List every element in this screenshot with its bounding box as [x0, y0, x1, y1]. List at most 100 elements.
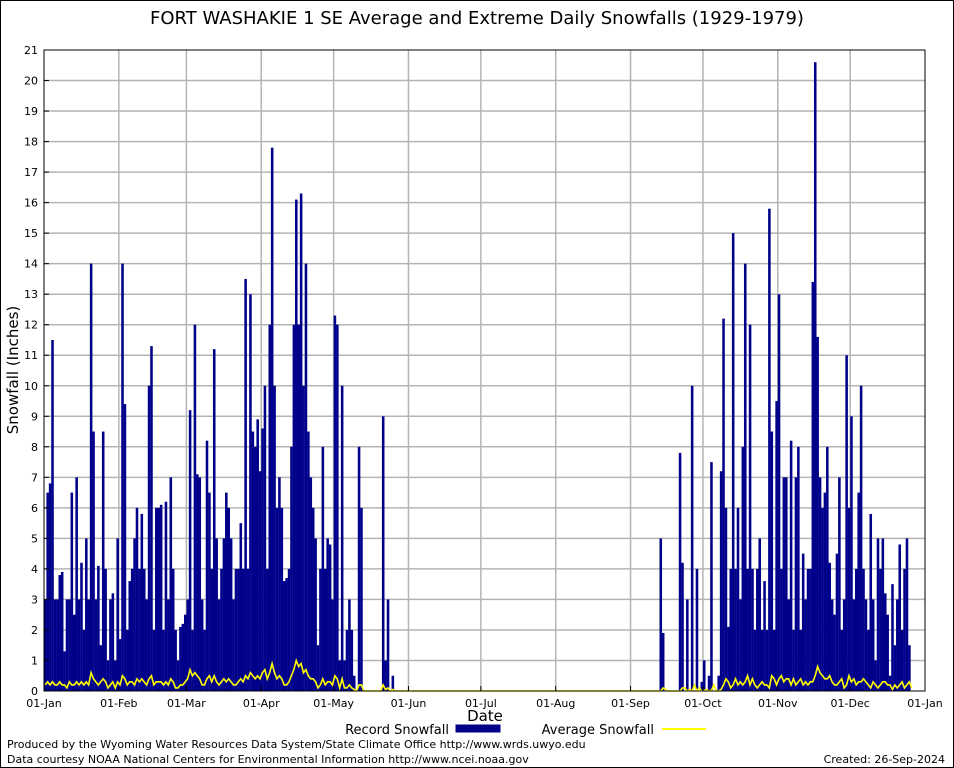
- record-bar: [75, 477, 78, 691]
- record-bar: [133, 538, 136, 691]
- record-bar: [809, 568, 812, 691]
- y-tick-label: 0: [31, 685, 38, 698]
- record-bar: [280, 507, 284, 691]
- record-bar: [266, 568, 269, 691]
- record-bar: [285, 578, 288, 691]
- plot-border: [43, 49, 926, 692]
- record-bar: [169, 477, 173, 691]
- record-bar: [850, 416, 853, 691]
- record-bar: [871, 599, 875, 691]
- record-bar: [82, 629, 86, 691]
- record-bar: [879, 568, 882, 691]
- record-bar: [191, 629, 194, 691]
- record-bar: [381, 416, 385, 691]
- record-bar: [114, 660, 117, 691]
- record-bar: [157, 507, 160, 691]
- record-bar: [794, 477, 798, 691]
- record-bar: [722, 318, 725, 691]
- record-bar: [719, 471, 723, 691]
- y-tick-label: 9: [31, 410, 38, 423]
- y-tick-label: 13: [24, 288, 38, 301]
- y-tick-label: 10: [24, 380, 38, 393]
- x-tick-label: 01-Nov: [758, 697, 798, 710]
- x-tick-label: 01-Aug: [536, 697, 575, 710]
- record-bar: [857, 492, 860, 691]
- record-bar: [386, 599, 390, 691]
- y-tick-label: 12: [24, 319, 38, 332]
- record-bar: [748, 324, 752, 691]
- record-bar: [56, 599, 59, 691]
- x-tick-label: 01-Mar: [167, 697, 206, 710]
- record-bar: [840, 629, 844, 691]
- footer-data-courtesy: Data courtesy NOAA National Centers for …: [7, 753, 529, 766]
- record-bar: [145, 599, 148, 691]
- record-bar: [352, 675, 356, 691]
- record-bar: [63, 651, 66, 691]
- record-bar: [864, 599, 868, 691]
- legend: Record Snowfall Average Snowfall: [345, 723, 706, 738]
- record-bar: [278, 477, 281, 691]
- record-bar: [227, 507, 230, 691]
- record-bar: [87, 599, 91, 691]
- y-tick-label: 1: [31, 654, 38, 667]
- record-bar: [874, 660, 877, 691]
- record-bar: [867, 629, 870, 691]
- record-bar: [208, 492, 211, 691]
- record-bar: [275, 507, 279, 691]
- y-tick-label: 16: [24, 197, 38, 210]
- record-bar: [212, 349, 216, 691]
- record-bar: [273, 385, 276, 691]
- record-bar: [256, 419, 259, 691]
- record-bar: [44, 599, 47, 691]
- record-bar: [319, 568, 322, 691]
- record-bar: [111, 593, 115, 691]
- record-bar: [818, 477, 822, 691]
- record-bar: [896, 599, 899, 691]
- record-bar: [297, 324, 300, 691]
- record-bar: [48, 483, 52, 691]
- record-bar: [321, 446, 325, 691]
- record-bar: [126, 629, 129, 691]
- record-bar: [862, 568, 865, 691]
- record-bar: [746, 568, 749, 691]
- record-bar: [828, 562, 832, 691]
- record-bar: [85, 538, 88, 691]
- record-bar: [258, 471, 262, 691]
- record-bar: [70, 492, 74, 691]
- record-bar: [903, 568, 906, 691]
- y-tick-label: 19: [24, 105, 38, 118]
- footer-created: Created: 26-Sep-2024: [823, 753, 945, 766]
- record-bar: [821, 507, 824, 691]
- record-bar: [876, 538, 880, 691]
- record-bar: [101, 431, 105, 691]
- x-tick-label: 01-Feb: [100, 697, 137, 710]
- y-tick-label: 5: [31, 532, 38, 545]
- record-bar: [138, 568, 141, 691]
- record-bar: [53, 599, 57, 691]
- x-tick-label: 01-Apr: [243, 697, 280, 710]
- legend-record-label: Record Snowfall: [345, 723, 449, 738]
- record-bar: [789, 440, 793, 691]
- record-bar: [220, 568, 223, 691]
- record-bar: [142, 568, 146, 691]
- record-bar: [121, 263, 124, 691]
- record-bar: [239, 523, 243, 691]
- record-bar: [681, 562, 684, 691]
- record-bar: [116, 538, 119, 691]
- record-bar: [727, 626, 730, 691]
- record-bar: [391, 675, 395, 691]
- record-bar: [736, 507, 740, 691]
- y-tick-label: 8: [31, 441, 38, 454]
- record-bar: [350, 629, 354, 691]
- record-bar: [241, 568, 245, 691]
- record-bar: [898, 544, 902, 691]
- record-bar: [237, 568, 240, 691]
- record-bar: [292, 324, 296, 691]
- record-bar: [811, 281, 815, 691]
- record-bar: [200, 599, 204, 691]
- record-bar: [343, 660, 346, 691]
- record-bar: [109, 599, 112, 691]
- record-bar: [58, 575, 62, 691]
- record-bar: [159, 504, 163, 691]
